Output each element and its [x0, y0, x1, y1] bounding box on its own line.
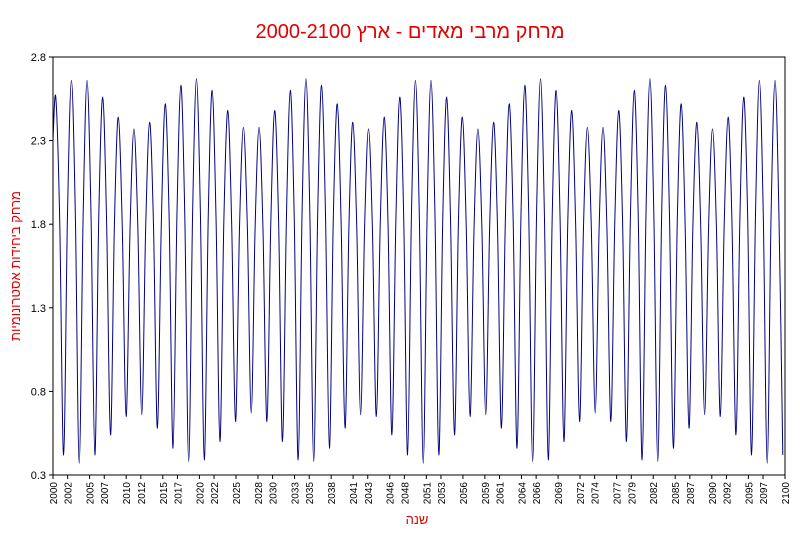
x-tick-label: 2022 [210, 482, 221, 505]
x-tick-label: 2041 [349, 482, 360, 505]
x-tick-label: 2100 [781, 482, 792, 505]
y-axis-label: מרחק ביחידות אסטרונומיות [8, 191, 23, 341]
x-tick-label: 2074 [591, 482, 602, 505]
x-tick-label: 2035 [305, 482, 316, 505]
x-tick-label: 2038 [327, 482, 338, 505]
x-tick-label: 2085 [671, 482, 682, 505]
x-tick-label: 2020 [195, 482, 206, 505]
y-tick-label: 1.3 [31, 303, 46, 315]
x-tick-label: 2048 [400, 482, 411, 505]
x-tick-label: 2033 [291, 482, 302, 505]
y-tick-label: 2.8 [31, 52, 46, 64]
y-tick-label: 0.8 [31, 386, 46, 398]
x-tick-label: 2007 [100, 482, 111, 505]
x-tick-label: 2097 [759, 482, 770, 505]
x-tick-label: 2064 [517, 482, 528, 505]
x-tick-label: 2092 [722, 482, 733, 505]
plot-frame [52, 56, 786, 476]
x-tick-label: 2010 [122, 482, 133, 505]
y-tick-label: 0.3 [31, 470, 46, 482]
x-tick-label: 2072 [576, 482, 587, 505]
x-tick-label: 2079 [627, 482, 638, 505]
x-tick-label: 2043 [364, 482, 375, 505]
x-tick-label: 2095 [744, 482, 755, 505]
chart-title: מרחק מרבי מאדים - ארץ 2000-2100 [256, 21, 565, 43]
x-tick-label: 2051 [422, 482, 433, 505]
x-tick-label: 2056 [459, 482, 470, 505]
x-tick-label: 2015 [159, 482, 170, 505]
x-tick-label: 2012 [137, 482, 148, 505]
x-tick-label: 2082 [649, 482, 660, 505]
x-axis-label: שנה [406, 512, 429, 527]
x-tick-label: 2017 [173, 482, 184, 505]
x-tick-label: 2030 [269, 482, 280, 505]
x-tick-label: 2000 [49, 482, 60, 505]
x-tick-label: 2005 [86, 482, 97, 505]
x-tick-label: 2077 [613, 482, 624, 505]
x-tick-label: 2090 [708, 482, 719, 505]
x-tick-label: 2025 [232, 482, 243, 505]
y-tick-label: 1.8 [31, 219, 46, 231]
x-tick-label: 2066 [532, 482, 543, 505]
x-tick-label: 2059 [481, 482, 492, 505]
line-series [52, 78, 784, 464]
x-tick-label: 2061 [496, 482, 507, 505]
x-tick-label: 2069 [554, 482, 565, 505]
y-tick-label: 2.3 [31, 136, 46, 148]
x-tick-label: 2002 [64, 482, 75, 505]
x-tick-label: 2028 [254, 482, 265, 505]
x-tick-label: 2053 [437, 482, 448, 505]
x-tick-label: 2087 [686, 482, 697, 505]
x-tick-label: 2046 [386, 482, 397, 505]
